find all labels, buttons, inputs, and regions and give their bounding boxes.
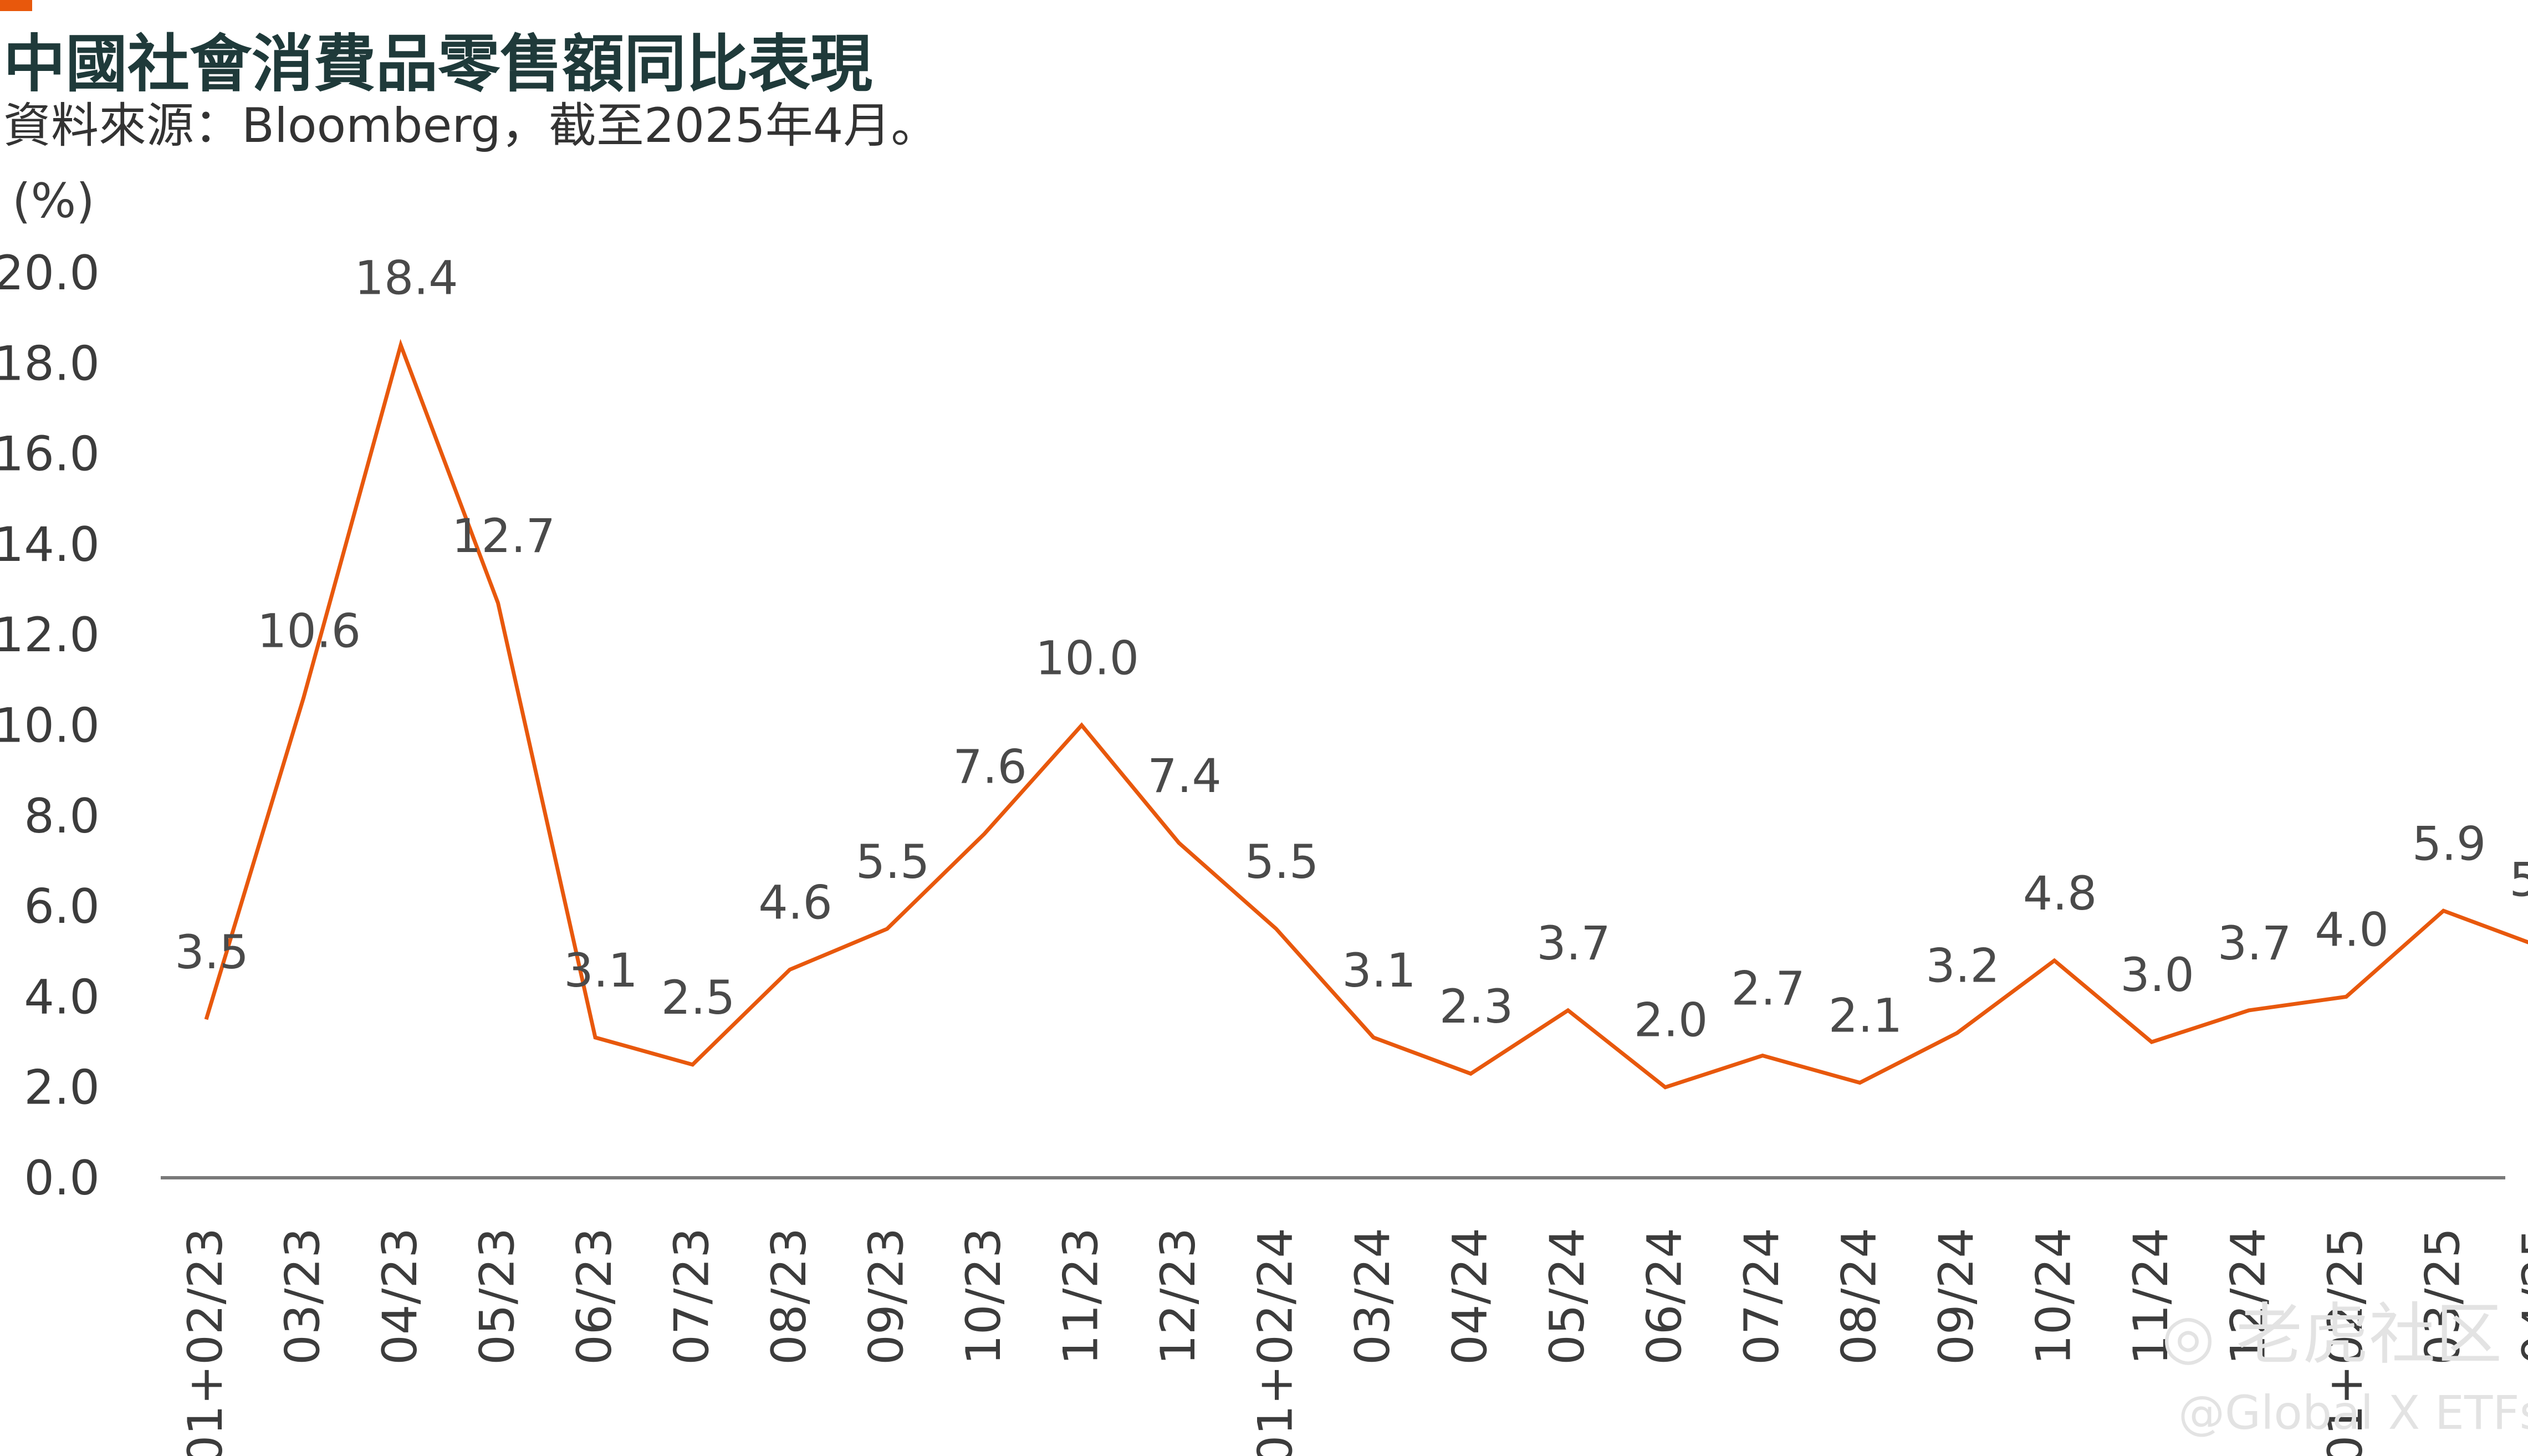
x-tick-label: 10/23	[956, 1228, 1012, 1365]
data-label: 7.6	[953, 739, 1027, 794]
x-tick-label: 04/23	[372, 1228, 428, 1365]
y-tick-label: 12.0	[0, 607, 100, 663]
chart-subtitle: 資料來源：Bloomberg，截至2025年4月。	[3, 98, 939, 154]
x-tick-label: 10/24	[2026, 1228, 2082, 1365]
x-tick-label: 04/24	[1443, 1228, 1498, 1365]
data-label: 2.5	[661, 970, 736, 1025]
x-tick-label: 08/23	[762, 1228, 817, 1365]
data-label: 2.7	[1731, 962, 1805, 1016]
data-label: 4.8	[2023, 866, 2097, 921]
data-label: 10.6	[257, 604, 361, 658]
data-label: 3.7	[1536, 916, 1611, 970]
x-tick-label: 06/23	[567, 1228, 622, 1365]
data-label: 5.1	[2509, 853, 2528, 907]
data-label: 3.2	[1926, 939, 2000, 993]
chart-title: 中國社會消費品零售額同比表現	[3, 28, 872, 100]
watermark-brand: ◎ 老虎社区	[2162, 1296, 2503, 1373]
x-tick-label: 01+02/23	[178, 1228, 233, 1456]
y-tick-label: 16.0	[0, 427, 100, 482]
data-label: 2.0	[1634, 993, 1708, 1048]
data-labels: 3.5 10.6 18.4 12.7 3.1 2.5 4.6 5.5 7.610.0 7.4 5.5…	[175, 251, 2528, 1048]
x-tick-label: 08/24	[1832, 1228, 1887, 1365]
y-tick-label: 8.0	[24, 789, 100, 844]
x-tick-label: 11/24	[2123, 1228, 2179, 1365]
data-label: 2.1	[1829, 989, 1903, 1043]
x-tick-label: 05/24	[1540, 1228, 1595, 1365]
x-tick-label: 05/23	[470, 1228, 525, 1365]
y-axis-ticks: 0.0 2.0 4.0 6.0 8.0 10.0 12.0 14.0 16.0 18.0 20.0	[0, 246, 100, 1206]
x-tick-label: 07/23	[665, 1228, 720, 1365]
x-tick-label: 03/23	[275, 1228, 331, 1365]
data-label: 3.7	[2218, 916, 2292, 970]
data-label: 4.6	[758, 875, 833, 929]
x-tick-label: 03/25	[2415, 1228, 2471, 1365]
watermark-logo-icon: ◎	[2162, 1301, 2215, 1372]
data-label: 3.1	[564, 943, 638, 998]
y-axis-unit-label: (%)	[12, 173, 95, 229]
data-label: 3.1	[1342, 943, 1416, 998]
y-tick-label: 14.0	[0, 517, 100, 573]
data-label: 10.0	[1035, 631, 1139, 686]
x-axis-ticks: 01+02/23 03/23 04/23 05/23 06/23 07/23 08/23 09…	[178, 1228, 2528, 1456]
data-label: 5.9	[2412, 816, 2486, 871]
data-label: 3.5	[175, 925, 249, 979]
y-tick-label: 20.0	[0, 246, 100, 301]
data-label: 12.7	[452, 509, 555, 563]
x-tick-label: 07/24	[1734, 1228, 1790, 1365]
series-line	[204, 339, 2528, 1090]
x-tick-label: 01+02/25	[2318, 1228, 2373, 1456]
y-tick-label: 2.0	[24, 1060, 100, 1116]
x-tick-label: 04/25	[2512, 1228, 2528, 1365]
data-label: 7.4	[1147, 749, 1222, 803]
y-tick-label: 4.0	[24, 969, 100, 1025]
x-tick-label: 01+02/24	[1248, 1228, 1304, 1456]
x-tick-label: 09/24	[1929, 1228, 1984, 1365]
y-tick-label: 6.0	[24, 879, 100, 934]
data-label: 2.3	[1439, 979, 1514, 1034]
x-tick-label: 06/24	[1637, 1228, 1693, 1365]
y-tick-label: 10.0	[0, 698, 100, 754]
data-label: 18.4	[354, 251, 458, 305]
x-tick-label: 11/23	[1054, 1228, 1109, 1365]
accent-bar	[0, 0, 32, 11]
y-tick-label: 18.0	[0, 336, 100, 391]
x-tick-label: 12/24	[2221, 1228, 2276, 1365]
y-tick-label: 0.0	[24, 1151, 100, 1206]
data-label: 5.5	[1245, 835, 1319, 889]
x-tick-label: 03/24	[1345, 1228, 1401, 1365]
watermark-handle: @Global X ETFs	[2178, 1386, 2528, 1440]
x-tick-label: 09/23	[859, 1228, 915, 1365]
x-tick-label: 12/23	[1151, 1228, 1206, 1365]
data-label: 3.0	[2120, 948, 2194, 1002]
data-label: 5.5	[856, 835, 930, 889]
data-label: 4.0	[2315, 902, 2389, 957]
